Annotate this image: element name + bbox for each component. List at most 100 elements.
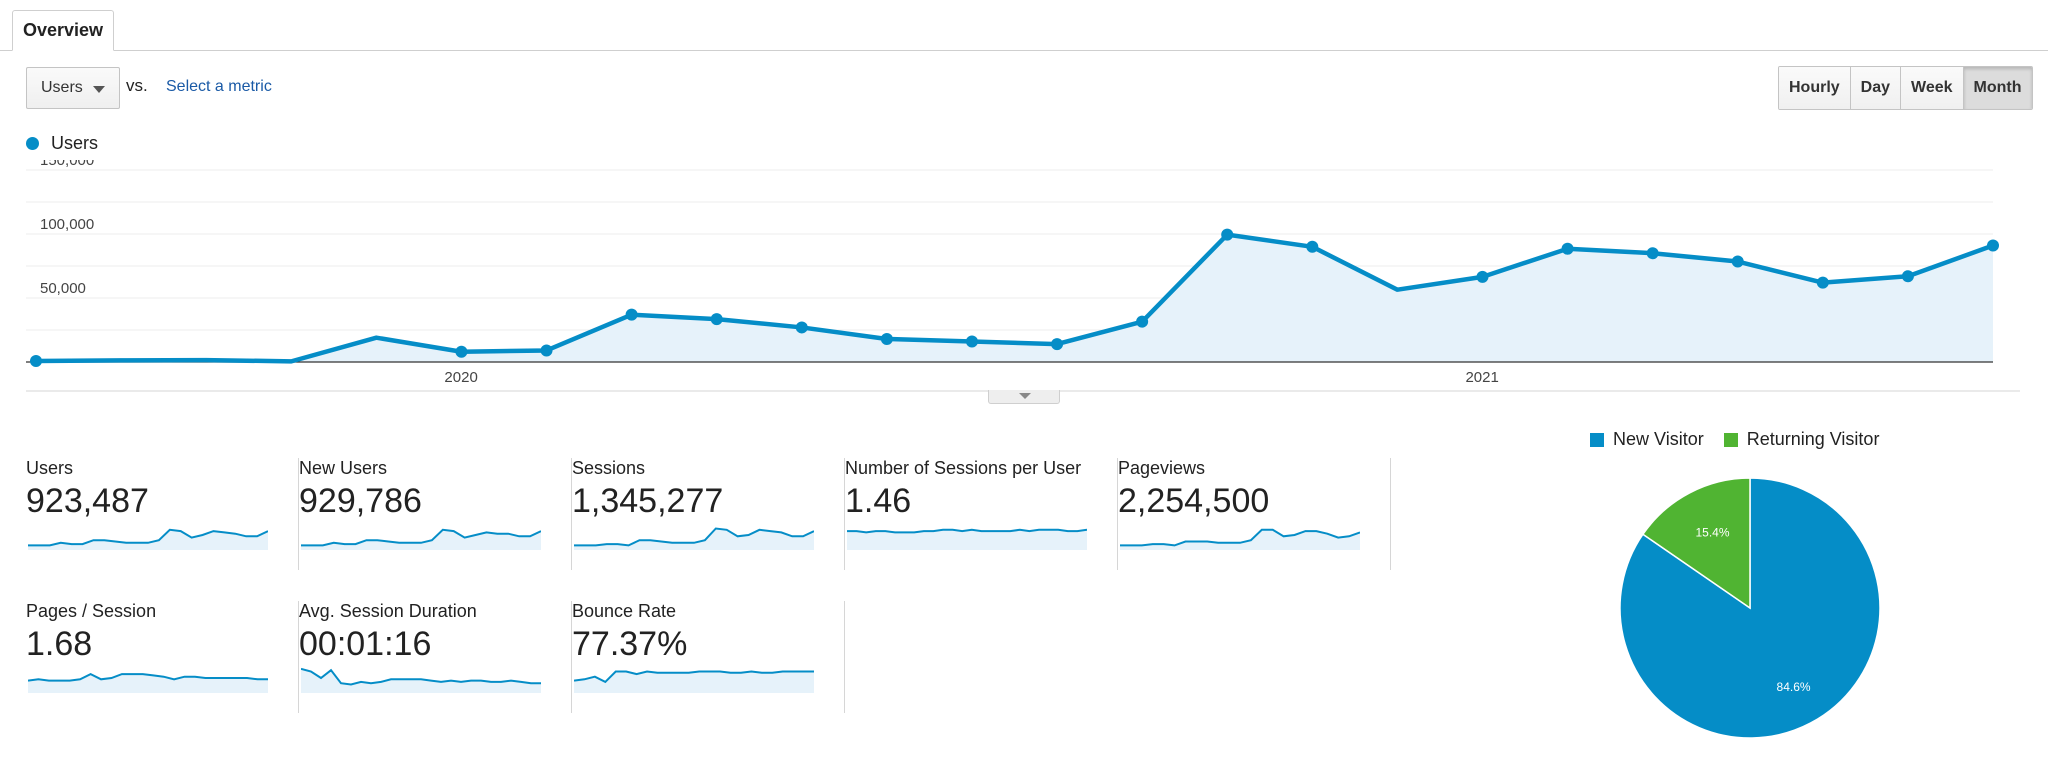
sparkline-line [574, 527, 814, 547]
scorecard-label: Users [26, 458, 74, 478]
legend-label-users: Users [51, 133, 99, 153]
sparkline-area [574, 528, 814, 550]
data-point [710, 313, 723, 326]
sparkline-line [28, 528, 268, 547]
data-point [1646, 247, 1659, 260]
sparkline-area [847, 529, 1087, 550]
scorecard[interactable]: New Users 929,786 [299, 458, 572, 570]
pie-legend-label: Returning Visitor [1746, 429, 1880, 449]
sparkline-line [301, 528, 541, 547]
pie-slice-label: 15.4% [1695, 526, 1729, 540]
scorecard-label: Number of Sessions per User [845, 458, 1082, 478]
tab-strip: Overview [0, 0, 2048, 52]
metric-dropdown[interactable]: Users [26, 67, 120, 109]
sparkline [1120, 528, 1360, 550]
sparkline [574, 670, 814, 693]
period-button-month[interactable]: Month [1963, 67, 2032, 109]
data-point [965, 335, 978, 348]
data-point [1476, 270, 1489, 283]
x-tick-label: 2021 [1465, 369, 1498, 386]
data-point [625, 308, 638, 321]
sparkline-line [574, 670, 814, 684]
pie-legend-item-new: New Visitor [1590, 429, 1704, 450]
data-point [1987, 239, 1999, 252]
sparkline-area [28, 529, 268, 550]
pie-slice-label: 84.6% [1777, 680, 1811, 694]
scorecard-value: 00:01:16 [299, 625, 432, 663]
scorecard[interactable]: Users 923,487 [26, 458, 299, 570]
scorecard-value: 1,345,277 [572, 482, 724, 520]
scorecard[interactable]: Sessions 1,345,277 [572, 458, 845, 570]
y-tick-label: 100,000 [40, 216, 94, 233]
sparkline [301, 667, 541, 693]
sparkline [28, 528, 268, 550]
data-point [1136, 315, 1149, 328]
scorecard-value: 923,487 [26, 482, 149, 520]
sparkline-area [28, 674, 268, 693]
vs-label: vs. [126, 76, 148, 95]
sparkline [301, 528, 541, 550]
scorecard-label: Pages / Session [26, 601, 157, 621]
sparkline-line [1120, 528, 1360, 547]
caret-down-icon [1019, 393, 1031, 399]
data-point [880, 332, 893, 345]
metric-dropdown-label: Users [41, 79, 83, 96]
data-point [1901, 270, 1914, 283]
data-point [1561, 242, 1574, 255]
sparkline-area [574, 671, 814, 693]
sparkline-line [28, 672, 268, 682]
data-point [1221, 228, 1234, 241]
data-point [455, 345, 468, 358]
scorecard[interactable]: Number of Sessions per User 1.46 [845, 458, 1118, 570]
sparkline-area [301, 529, 541, 550]
y-tick-label: 50,000 [40, 280, 86, 297]
period-button-hourly[interactable]: Hourly [1779, 67, 1851, 109]
visitor-type-pie-chart: 84.6% 15.4% [1619, 477, 1881, 739]
scorecard-label: New Users [299, 458, 388, 478]
sparkline [574, 527, 814, 550]
sparkline [28, 672, 268, 693]
scorecard-label: Pageviews [1118, 458, 1206, 478]
y-tick-label: 150,000 [40, 160, 94, 169]
data-point [30, 355, 42, 368]
series-area [36, 234, 1993, 362]
pie-legend-label: New Visitor [1613, 429, 1704, 449]
legend-dot-icon [26, 137, 39, 150]
tab-overview[interactable]: Overview [12, 10, 114, 51]
pie-slice [1641, 477, 1751, 610]
users-over-time-chart: 50,000 100,000 150,000 2020 2021 [26, 160, 2020, 392]
scorecard-value: 2,254,500 [1118, 482, 1270, 520]
period-button-day[interactable]: Day [1850, 67, 1902, 109]
scorecard-value: 77.37% [572, 625, 688, 663]
scorecard-value: 1.46 [845, 482, 912, 520]
period-button-week[interactable]: Week [1901, 67, 1964, 109]
series-line-users [35, 232, 1994, 364]
data-point [540, 344, 553, 357]
scorecard-label: Avg. Session Duration [299, 601, 477, 621]
legend-swatch-icon [1590, 432, 1604, 447]
scorecard[interactable]: Pages / Session 1.68 [26, 601, 299, 713]
period-button-group: Hourly Day Week Month [1778, 66, 2033, 110]
pie-legend-item-returning: Returning Visitor [1723, 429, 1880, 450]
scorecard[interactable]: Bounce Rate 77.37% [572, 601, 845, 713]
chevron-down-icon [93, 86, 105, 93]
scorecard[interactable]: Pageviews 2,254,500 [1118, 458, 1391, 570]
data-point [795, 321, 808, 334]
data-point [1051, 338, 1064, 351]
select-metric-link[interactable]: Select a metric [166, 78, 272, 95]
legend-swatch-icon [1723, 432, 1738, 447]
data-point [1816, 276, 1829, 289]
sparkline-line [301, 667, 541, 686]
scorecard-label: Sessions [572, 458, 646, 478]
sparkline-area [301, 668, 541, 693]
sparkline-line [847, 528, 1087, 534]
chart-legend: Users [26, 133, 98, 154]
sparkline-area [1120, 529, 1360, 550]
sparkline [847, 528, 1087, 550]
scorecard-value: 929,786 [299, 482, 422, 520]
scorecard[interactable]: Avg. Session Duration 00:01:16 [299, 601, 572, 713]
chart-collapse-handle[interactable] [988, 390, 1060, 404]
data-point [1306, 240, 1319, 253]
data-point [1731, 255, 1744, 268]
x-tick-label: 2020 [444, 369, 477, 386]
